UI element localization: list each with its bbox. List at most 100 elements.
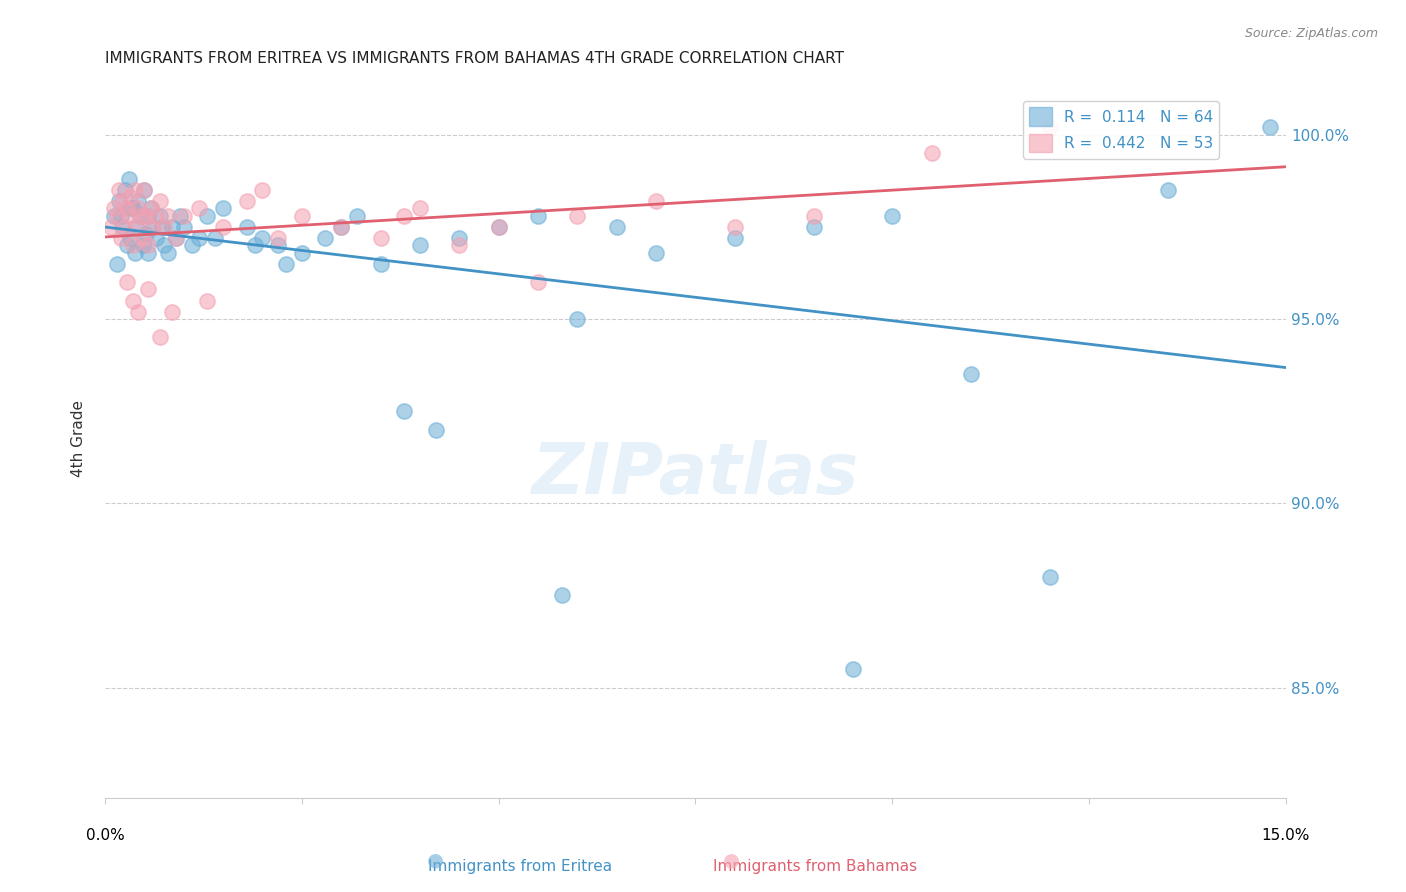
Point [111,194,134,208]
Text: IMMIGRANTS FROM ERITREA VS IMMIGRANTS FROM BAHAMAS 4TH GRADE CORRELATION CHART: IMMIGRANTS FROM ERITREA VS IMMIGRANTS FR… [105,51,844,66]
Point [134,183,156,197]
Point [645,194,668,208]
Point [127,202,149,216]
Point [1258,120,1281,135]
Point [180,238,202,252]
Point [1039,570,1062,584]
Point [188,231,211,245]
Point [129,209,152,223]
Point [235,194,257,208]
Point [156,245,179,260]
Point [117,172,139,186]
Point [156,209,179,223]
Point [145,231,167,245]
Text: Immigrants from Bahamas: Immigrants from Bahamas [713,859,918,874]
Point [110,231,132,245]
Text: 0.0%: 0.0% [86,828,124,843]
Point [488,219,510,234]
Point [449,238,471,252]
Point [409,202,432,216]
Point [153,238,176,252]
Point [842,662,865,676]
Point [370,257,392,271]
Point [527,275,550,289]
Point [346,209,368,223]
Point [160,304,183,318]
Point [267,231,290,245]
Point [120,190,142,204]
Point [115,275,138,289]
Point [153,219,176,234]
Point [235,219,257,234]
Point [132,238,155,252]
Point [330,219,353,234]
Point [149,194,172,208]
Point [188,202,211,216]
Point [121,238,143,252]
Point [145,209,167,223]
Point [141,219,163,234]
Point [169,209,191,223]
Point [392,404,415,418]
Point [139,202,162,216]
Point [127,304,149,318]
Point [120,231,142,245]
Point [115,238,138,252]
Point [724,231,747,245]
Point [212,202,235,216]
Point [149,209,172,223]
Point [425,423,447,437]
Text: ●: ● [723,851,740,870]
Point [136,283,159,297]
Point [108,183,131,197]
Point [127,194,149,208]
Point [136,209,159,223]
Point [135,227,157,242]
Text: 15.0%: 15.0% [1261,828,1310,843]
Point [960,368,983,382]
Point [139,202,162,216]
Point [165,231,187,245]
Point [274,257,297,271]
Point [267,238,290,252]
Point [117,209,139,223]
Point [252,183,274,197]
Point [134,183,156,197]
Point [173,209,195,223]
Point [136,245,159,260]
Point [291,209,314,223]
Point [136,238,159,252]
Point [121,293,143,308]
Point [150,219,173,234]
Point [124,183,146,197]
Point [149,330,172,344]
Point [1039,120,1062,135]
Point [132,231,155,245]
Point [314,231,336,245]
Point [567,312,589,326]
Point [527,209,550,223]
Point [121,202,143,216]
Point [392,209,415,223]
Text: Immigrants from Eritrea: Immigrants from Eritrea [429,859,612,874]
Point [803,209,825,223]
Point [141,219,163,234]
Text: ●: ● [427,851,444,870]
Point [921,146,943,161]
Point [103,209,125,223]
Point [100,219,122,234]
Point [114,219,136,234]
Point [165,231,187,245]
Point [204,231,226,245]
Point [882,209,904,223]
Point [645,245,668,260]
Point [567,209,589,223]
Point [330,219,353,234]
Point [129,209,152,223]
Point [111,219,134,234]
Point [110,209,132,223]
Text: Source: ZipAtlas.com: Source: ZipAtlas.com [1244,27,1378,40]
Legend: R =  0.114   N = 64, R =  0.442   N = 53: R = 0.114 N = 64, R = 0.442 N = 53 [1022,102,1219,159]
Point [195,293,218,308]
Point [724,219,747,234]
